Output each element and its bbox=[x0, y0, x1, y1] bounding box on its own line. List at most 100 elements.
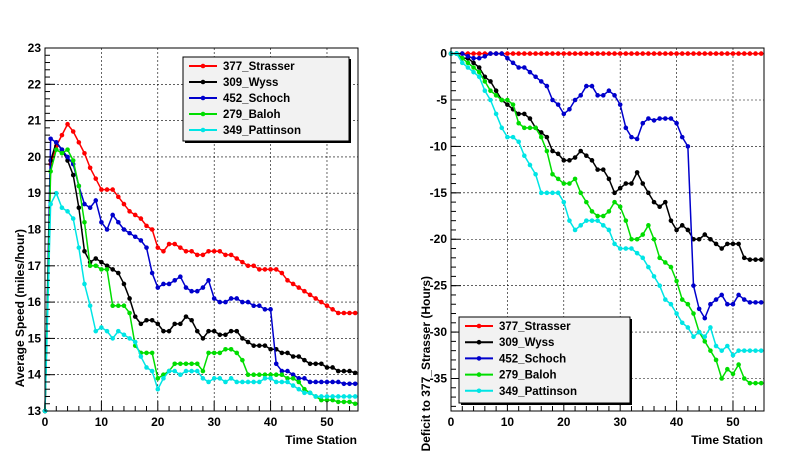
data-point bbox=[595, 51, 600, 56]
data-point bbox=[584, 83, 589, 89]
data-point bbox=[132, 339, 138, 345]
data-point bbox=[268, 346, 273, 352]
data-point bbox=[657, 51, 662, 56]
data-point bbox=[240, 379, 245, 385]
data-point bbox=[725, 343, 730, 349]
data-point bbox=[194, 368, 200, 374]
data-point bbox=[538, 79, 544, 84]
data-point bbox=[82, 150, 87, 156]
data-point bbox=[144, 223, 149, 229]
data-point bbox=[302, 376, 307, 381]
data-point bbox=[273, 372, 279, 378]
data-point bbox=[234, 328, 240, 334]
data-point bbox=[172, 278, 178, 283]
data-point bbox=[104, 328, 110, 334]
data-point bbox=[708, 301, 713, 307]
data-point bbox=[87, 263, 93, 269]
data-point bbox=[550, 190, 555, 196]
data-point bbox=[330, 379, 335, 385]
data-point bbox=[634, 136, 640, 142]
data-point bbox=[741, 376, 747, 381]
data-point bbox=[110, 303, 115, 309]
data-point bbox=[166, 281, 172, 287]
data-point bbox=[200, 252, 206, 258]
data-point bbox=[471, 60, 476, 66]
data-point bbox=[262, 307, 268, 312]
data-point bbox=[149, 227, 155, 232]
data-point bbox=[319, 361, 324, 367]
data-point bbox=[651, 236, 657, 242]
data-point bbox=[53, 190, 59, 196]
data-point bbox=[93, 263, 99, 269]
data-point bbox=[104, 227, 110, 232]
data-point bbox=[223, 379, 228, 385]
data-point bbox=[679, 51, 685, 56]
data-point bbox=[747, 257, 753, 262]
data-point bbox=[200, 376, 206, 381]
data-point bbox=[234, 296, 240, 301]
data-point bbox=[76, 245, 82, 250]
data-point bbox=[600, 213, 606, 219]
data-point bbox=[121, 281, 127, 287]
chart-legend: 377_Strasser 309_Wyss 452_Schoch 279_Baloh 3… bbox=[458, 316, 632, 405]
data-point bbox=[223, 346, 228, 352]
data-point bbox=[335, 310, 341, 316]
data-point bbox=[567, 218, 572, 223]
data-point bbox=[741, 297, 747, 302]
data-point bbox=[228, 346, 234, 352]
data-point bbox=[166, 241, 172, 247]
data-point bbox=[121, 201, 127, 207]
x-tick-label: 40 bbox=[670, 415, 684, 429]
data-point bbox=[493, 93, 499, 98]
data-point bbox=[178, 361, 183, 367]
data-point bbox=[330, 394, 335, 399]
data-point bbox=[76, 183, 82, 189]
data-point bbox=[116, 194, 121, 200]
data-point bbox=[296, 285, 302, 290]
data-point bbox=[59, 205, 65, 211]
data-point bbox=[584, 199, 589, 205]
data-point bbox=[567, 181, 572, 186]
data-point bbox=[290, 376, 296, 381]
data-point bbox=[606, 209, 612, 214]
data-point bbox=[302, 390, 307, 396]
data-point bbox=[70, 172, 76, 178]
data-point bbox=[116, 303, 121, 309]
data-point bbox=[465, 60, 471, 66]
data-point bbox=[155, 376, 161, 381]
x-tick-label: 10 bbox=[95, 415, 109, 429]
data-point bbox=[555, 190, 561, 196]
y-tick-label: -25 bbox=[430, 279, 448, 293]
data-point bbox=[561, 158, 567, 163]
x-tick-label: 10 bbox=[501, 415, 515, 429]
data-point bbox=[595, 218, 600, 223]
legend-marker bbox=[200, 95, 206, 101]
data-point bbox=[217, 350, 223, 356]
data-point bbox=[555, 176, 561, 182]
data-point bbox=[335, 399, 341, 405]
data-point bbox=[65, 147, 70, 152]
data-point bbox=[747, 51, 753, 56]
data-point bbox=[758, 348, 764, 353]
data-point bbox=[617, 185, 623, 191]
data-point bbox=[149, 368, 155, 374]
data-point bbox=[307, 390, 313, 396]
data-point bbox=[183, 248, 189, 254]
data-point bbox=[538, 130, 544, 135]
data-point bbox=[268, 372, 273, 378]
data-point bbox=[702, 315, 708, 321]
data-point bbox=[70, 129, 76, 134]
data-point bbox=[245, 379, 251, 385]
data-point bbox=[341, 368, 347, 374]
data-point bbox=[296, 386, 302, 392]
data-point bbox=[674, 120, 679, 126]
data-point bbox=[741, 255, 747, 261]
data-point bbox=[65, 121, 70, 127]
data-point bbox=[713, 241, 719, 247]
legend-label: 279_Baloh bbox=[499, 370, 557, 382]
data-point bbox=[719, 246, 725, 251]
data-point bbox=[753, 348, 758, 353]
data-point bbox=[702, 232, 708, 237]
y-tick-label: 15 bbox=[28, 331, 42, 345]
data-point bbox=[279, 350, 285, 356]
